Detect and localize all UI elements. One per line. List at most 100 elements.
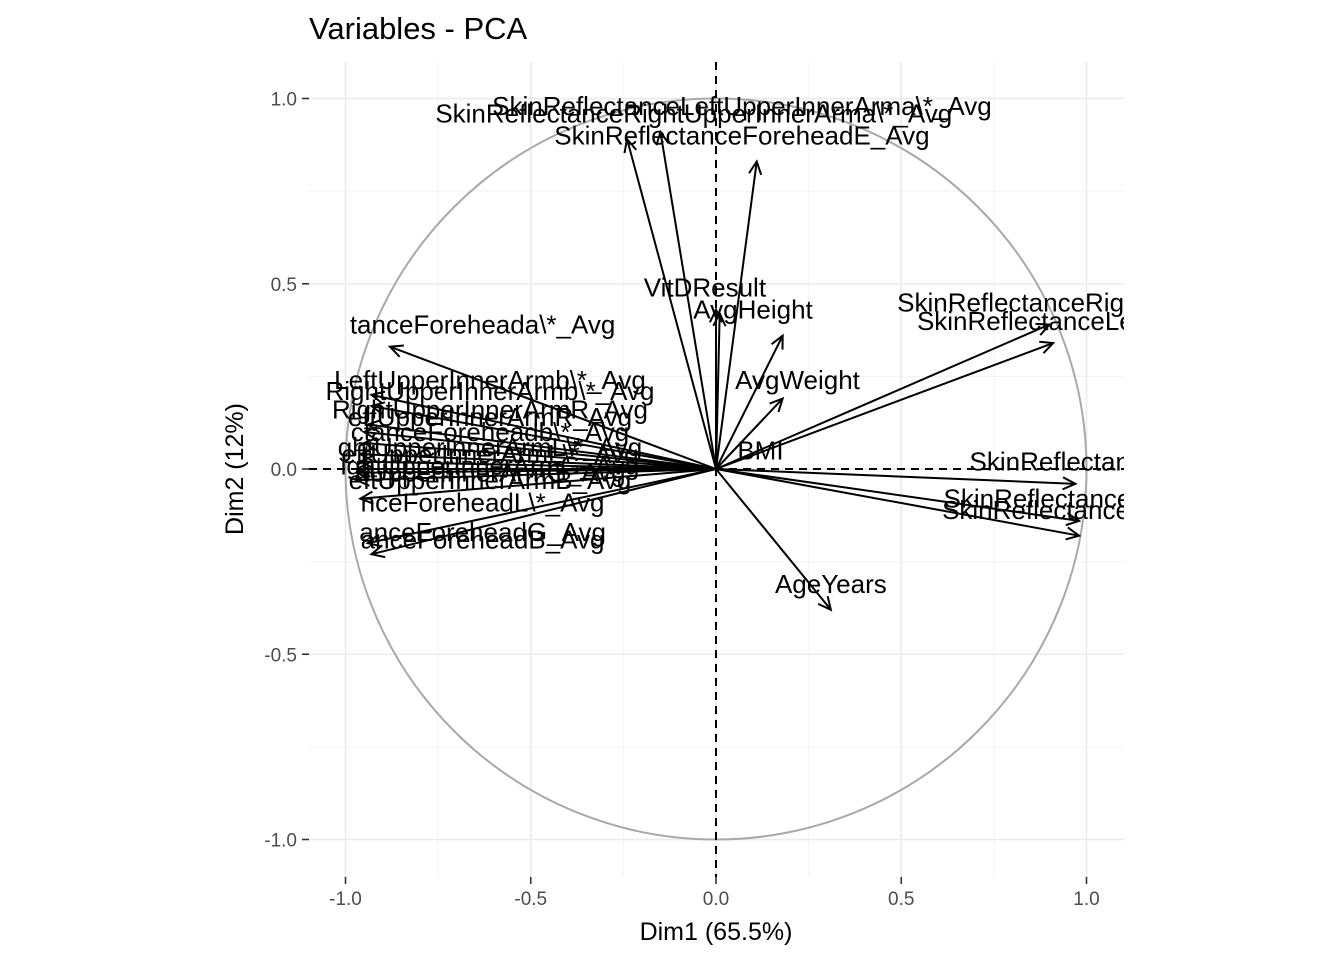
variable-label-0: SkinReflectanceLeftUpperInnerArma\*_Avg — [492, 91, 992, 121]
plot-panel: SkinReflectanceLeftUpperInnerArma\*_AvgS… — [309, 62, 1238, 877]
arrow-head-24 — [358, 490, 374, 505]
variable-label-10: SkinReflectanceLeftUppe — [944, 484, 1237, 514]
variable-label-2: SkinReflectanceForeheadE_Avg — [554, 121, 929, 151]
variable-label-25: anceForeheadG_Avg — [359, 517, 606, 547]
arrow-shaft-19 — [360, 453, 717, 470]
variable-label-17: eftUpperInnerArmR_Avg — [348, 402, 632, 432]
arrow-shaft-13 — [389, 345, 717, 470]
variable-label-24: nceForeheadL\*_Avg — [361, 487, 605, 517]
variable-arrow-12 — [715, 468, 833, 612]
variable-label-23: eftUpperInnerArmB_Avg — [349, 465, 632, 495]
variable-label-19: ghtUpperInnerArmL\*_Avg — [338, 432, 642, 462]
arrow-shaft-25 — [367, 468, 717, 545]
arrow-shaft-18 — [363, 442, 717, 470]
variable-arrow-11 — [715, 468, 1082, 541]
variable-arrow-2 — [715, 159, 763, 470]
axis-tick-labels: -1.0 -0.5 0.0 0.5 1.0 -1.0 -0.5 0.0 0.5 1.0 — [264, 90, 1099, 911]
variable-arrows — [354, 129, 1082, 612]
arrow-head-6 — [1039, 340, 1056, 354]
variable-arrow-16 — [365, 419, 717, 470]
x-tick-label-1: -0.5 — [514, 889, 547, 910]
arrow-head-12 — [817, 595, 833, 612]
arrow-head-25 — [365, 533, 382, 548]
y-tick-label-1: -0.5 — [264, 645, 297, 666]
variable-arrow-23 — [354, 468, 717, 487]
variable-arrow-4 — [712, 311, 727, 470]
variable-label-16: RightUpperInnerArmR_Avg — [332, 395, 648, 425]
arrow-head-7 — [770, 333, 784, 350]
arrow-shaft-5 — [715, 323, 1050, 470]
arrow-shaft-16 — [367, 423, 717, 470]
chart-title: Variables - PCA — [309, 11, 528, 46]
y-axis-label: Dim2 (12%) — [221, 403, 249, 535]
arrow-head-15 — [369, 401, 386, 416]
variable-label-11: SkinReflectanceRightUpp — [942, 495, 1238, 525]
variable-labels: SkinReflectanceLeftUpperInnerArma\*_AvgS… — [325, 91, 1238, 599]
variable-arrow-5 — [715, 322, 1052, 470]
arrow-head-18 — [361, 436, 378, 451]
variable-arrow-8 — [715, 396, 785, 470]
y-tick-label-4: 1.0 — [271, 90, 297, 111]
variable-label-20: eftUpperInnerArmL\*_Avg — [341, 439, 638, 469]
arrow-head-5 — [1035, 322, 1052, 336]
variable-label-14: LeftUpperInnerArmb\*_Avg — [334, 365, 646, 395]
variable-arrow-25 — [365, 468, 717, 548]
x-axis-label: Dim1 (65.5%) — [640, 918, 793, 946]
axis-ticks — [302, 97, 1088, 884]
variable-label-15: RightUpperInnerArmb\*_Avg — [325, 376, 654, 406]
arrow-head-14 — [369, 390, 386, 405]
arrow-shaft-22 — [356, 468, 717, 474]
variable-arrow-18 — [361, 436, 717, 470]
variable-label-12: AgeYears — [775, 569, 887, 599]
arrow-shaft-1 — [626, 138, 717, 470]
arrow-shaft-20 — [360, 460, 717, 470]
arrow-shaft-4 — [715, 313, 721, 470]
arrow-head-16 — [365, 419, 382, 434]
variable-label-4: AvgHeight — [693, 295, 813, 325]
arrow-shaft-9 — [715, 468, 1076, 485]
variable-arrow-6 — [715, 340, 1056, 470]
y-tick-label-3: 0.5 — [271, 275, 297, 296]
arrow-shaft-8 — [715, 397, 784, 470]
arrow-shaft-6 — [715, 342, 1054, 470]
x-tick-label-0: -1.0 — [329, 889, 362, 910]
arrow-shaft-26 — [371, 468, 717, 556]
variable-label-18: ctanceForeheadb\*_Avg — [351, 417, 630, 447]
variable-label-3: VitDResult — [644, 272, 767, 302]
arrow-shaft-17 — [363, 430, 717, 470]
variable-arrow-14 — [369, 390, 717, 470]
variable-arrow-17 — [361, 426, 717, 470]
arrow-shaft-2 — [715, 161, 758, 470]
arrow-shaft-11 — [715, 468, 1080, 537]
arrow-head-4 — [712, 311, 727, 327]
arrow-head-17 — [361, 426, 378, 441]
arrow-shaft-14 — [371, 393, 717, 470]
y-tick-label-0: -1.0 — [264, 831, 297, 852]
arrow-shaft-15 — [371, 405, 717, 470]
variable-arrow-10 — [715, 468, 1082, 527]
variable-label-1: SkinReflectanceRightUpperInnerArma\*_Avg — [435, 98, 952, 128]
x-tick-label-2: 0.0 — [703, 889, 729, 910]
arrow-head-23 — [354, 472, 370, 487]
arrow-head-0 — [655, 129, 670, 146]
variable-label-13: tanceForeheada\*_Avg — [350, 310, 616, 340]
arrow-head-11 — [1065, 526, 1082, 541]
y-tick-label-2: 0.0 — [271, 460, 297, 481]
variable-label-7: AvgWeight — [735, 365, 861, 395]
variable-label-22: ftUpperInnerArmG_Avg — [354, 458, 625, 488]
arrow-head-1 — [623, 137, 637, 154]
arrow-shaft-0 — [659, 131, 717, 470]
arrow-shaft-10 — [715, 468, 1080, 522]
variable-label-21: ightUpperInnerArmG_Avg — [341, 450, 640, 480]
variable-label-6: SkinReflectanceLeftUpper — [917, 306, 1219, 336]
variable-arrow-24 — [358, 468, 717, 505]
variable-arrow-7 — [715, 333, 784, 470]
variable-arrow-13 — [387, 344, 717, 470]
arrow-head-26 — [369, 544, 386, 559]
variable-arrow-1 — [623, 137, 717, 470]
x-tick-label-3: 0.5 — [888, 889, 914, 910]
arrow-shaft-23 — [356, 468, 717, 482]
arrow-head-13 — [387, 344, 404, 358]
arrow-head-8 — [769, 396, 785, 413]
